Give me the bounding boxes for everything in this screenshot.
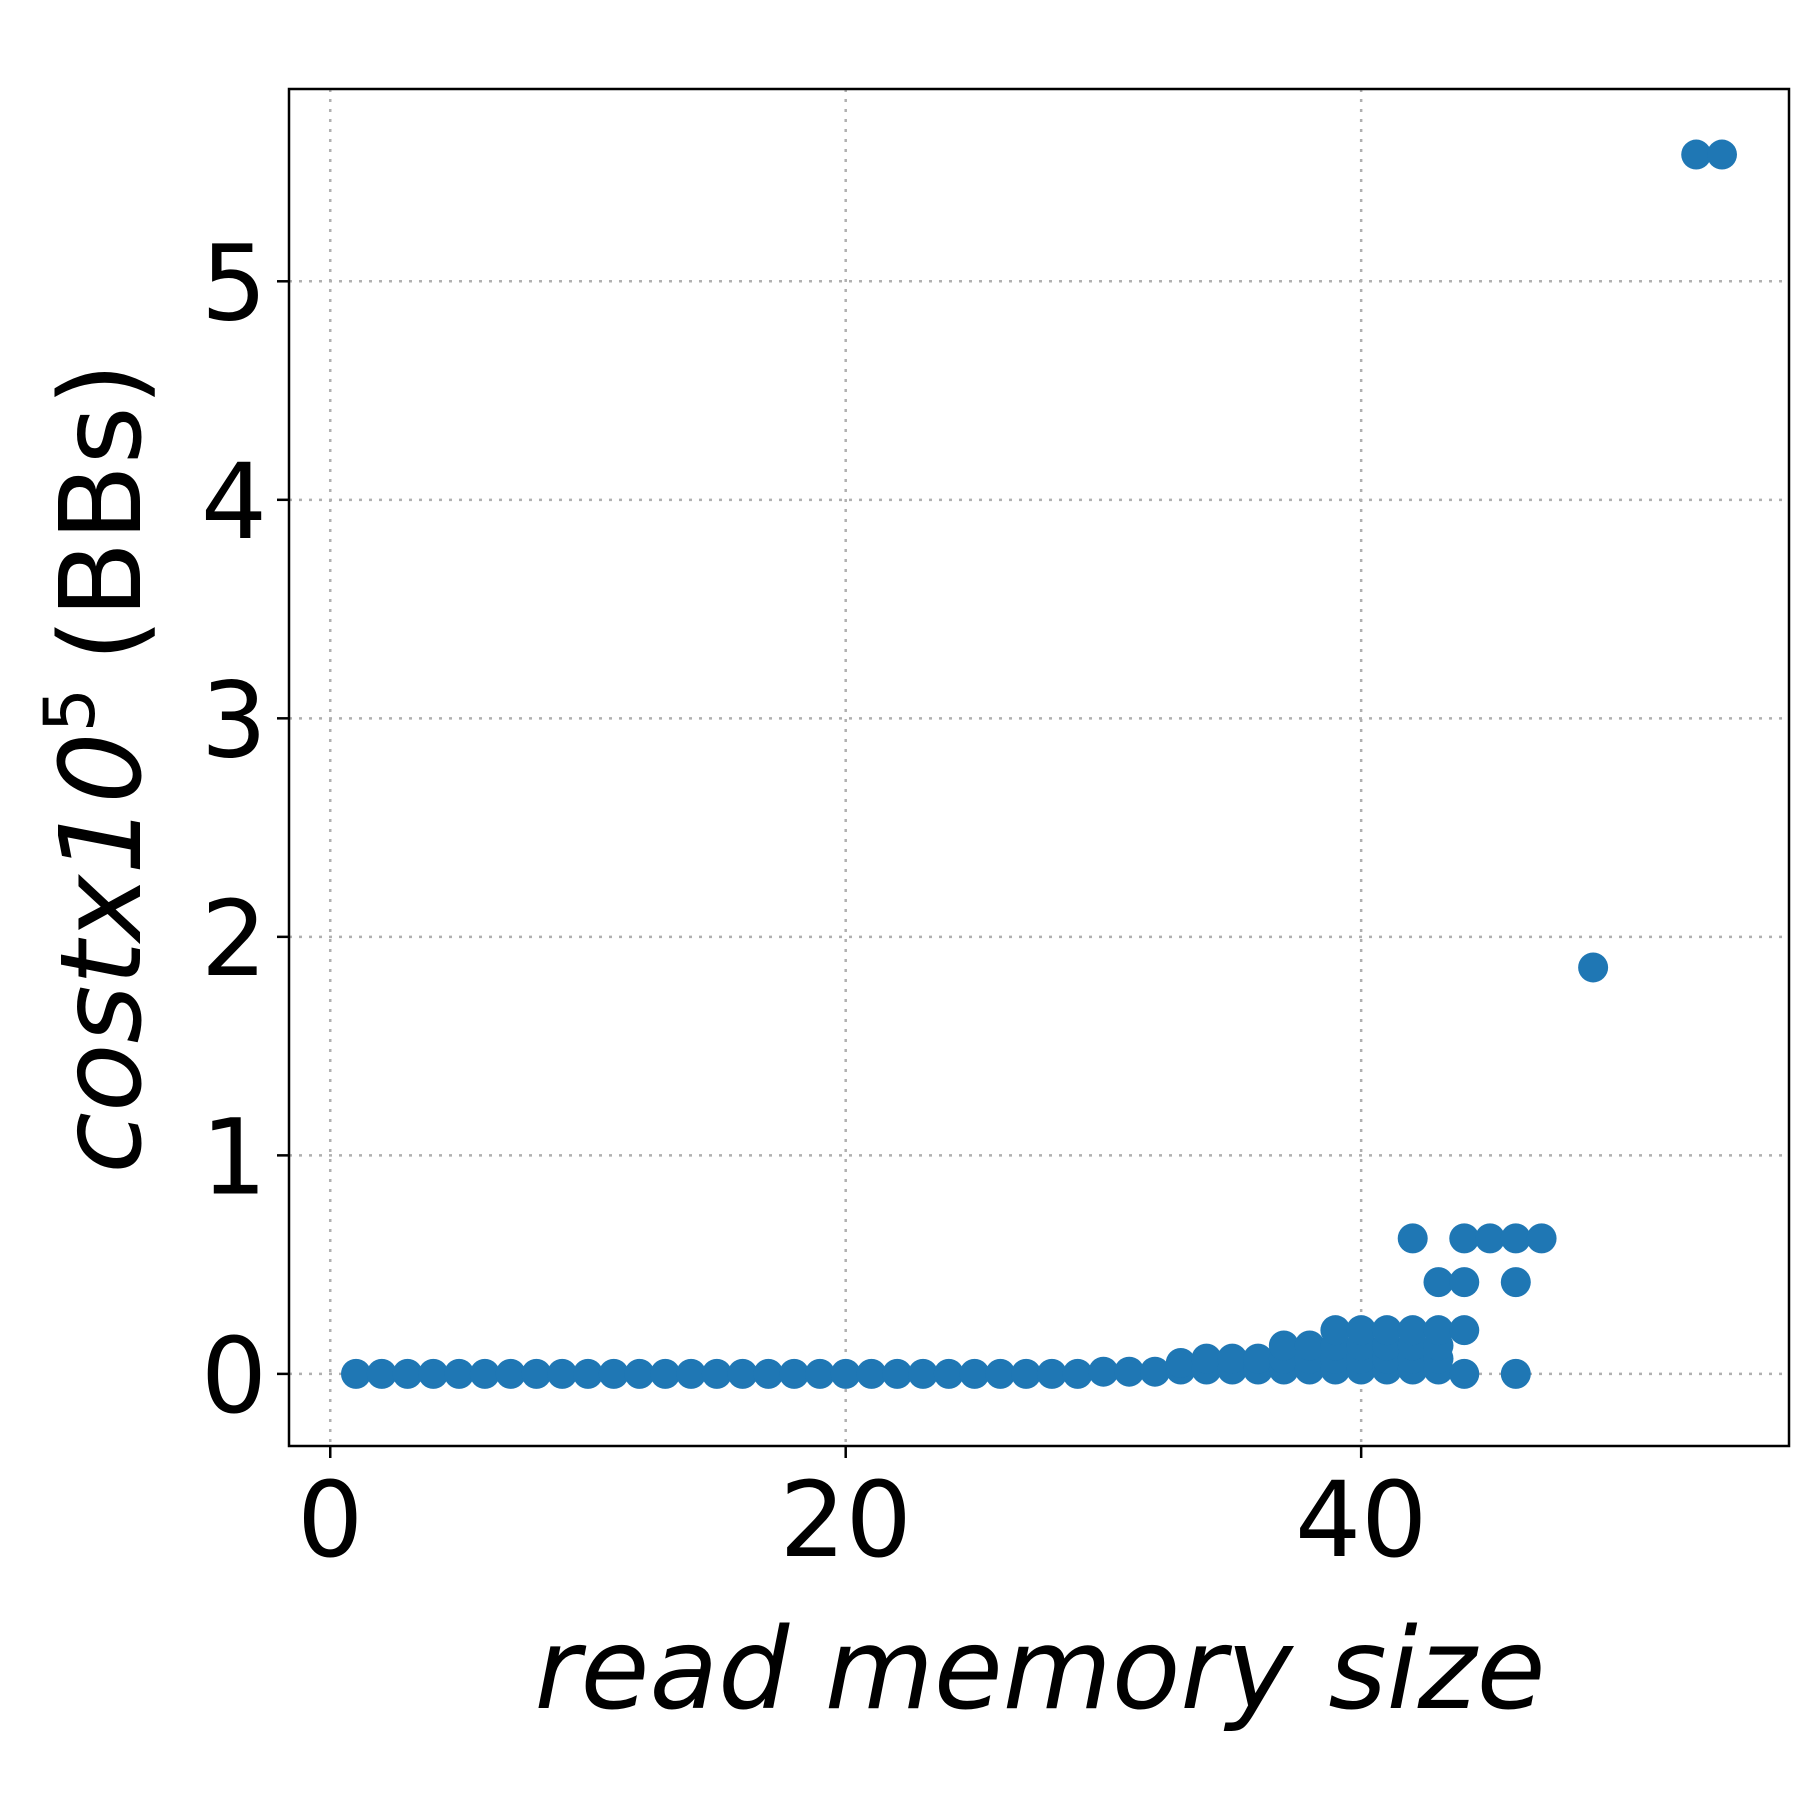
data-point xyxy=(985,1358,1016,1389)
data-point xyxy=(753,1358,784,1389)
data-point xyxy=(1036,1358,1067,1389)
y-axis-label-math: costx10 xyxy=(37,732,167,1173)
data-point xyxy=(1062,1358,1093,1389)
y-tick-label: 3 xyxy=(201,659,267,781)
data-point xyxy=(1500,1223,1531,1254)
data-point xyxy=(444,1358,475,1389)
data-point xyxy=(598,1358,629,1389)
data-point xyxy=(1526,1223,1557,1254)
data-point xyxy=(650,1358,681,1389)
data-point xyxy=(1423,1267,1454,1298)
data-point xyxy=(1449,1267,1480,1298)
data-point xyxy=(676,1358,707,1389)
data-point xyxy=(1706,139,1737,170)
data-point xyxy=(1397,1223,1428,1254)
data-point xyxy=(1320,1315,1351,1346)
y-axis-label: costx105 (BBs) xyxy=(29,362,167,1173)
data-point xyxy=(572,1358,603,1389)
y-axis-label-exponent: 5 xyxy=(29,688,111,733)
x-axis-ticks: 0 20 40 xyxy=(297,1446,1427,1581)
data-point xyxy=(1475,1223,1506,1254)
data-point xyxy=(933,1358,964,1389)
y-tick-label: 5 xyxy=(201,222,267,344)
data-point xyxy=(1346,1315,1377,1346)
data-point xyxy=(701,1358,732,1389)
data-point xyxy=(392,1358,423,1389)
x-tick-label: 40 xyxy=(1295,1459,1427,1581)
y-axis-ticks: 0 1 2 3 4 5 xyxy=(201,222,289,1437)
data-point xyxy=(495,1358,526,1389)
data-point xyxy=(1449,1358,1480,1389)
data-point xyxy=(1114,1356,1145,1387)
y-tick-label: 4 xyxy=(201,441,267,563)
data-point xyxy=(779,1358,810,1389)
data-point xyxy=(1165,1347,1196,1378)
data-point xyxy=(959,1358,990,1389)
data-point xyxy=(908,1358,939,1389)
data-point xyxy=(1268,1330,1299,1361)
data-point xyxy=(882,1358,913,1389)
y-tick-label: 1 xyxy=(201,1096,267,1218)
data-point xyxy=(727,1358,758,1389)
data-point xyxy=(1294,1330,1325,1361)
data-points xyxy=(341,139,1737,1389)
data-point xyxy=(1371,1315,1402,1346)
data-point xyxy=(341,1358,372,1389)
data-point xyxy=(366,1358,397,1389)
data-point xyxy=(1578,952,1609,983)
data-point xyxy=(547,1358,578,1389)
grid xyxy=(289,89,1789,1446)
data-point xyxy=(624,1358,655,1389)
data-point xyxy=(1011,1358,1042,1389)
data-point xyxy=(1217,1343,1248,1374)
y-tick-label: 0 xyxy=(201,1315,267,1437)
x-tick-label: 20 xyxy=(780,1459,912,1581)
x-axis-label: read memory size xyxy=(534,1605,1545,1735)
plot-frame xyxy=(287,87,1791,1448)
data-point xyxy=(469,1358,500,1389)
data-point xyxy=(1088,1356,1119,1387)
data-point xyxy=(1449,1315,1480,1346)
data-point xyxy=(1500,1358,1531,1389)
x-tick-label: 0 xyxy=(297,1459,363,1581)
data-point xyxy=(1191,1343,1222,1374)
data-point xyxy=(1681,139,1712,170)
data-point xyxy=(418,1358,449,1389)
y-tick-label: 2 xyxy=(201,878,267,1000)
data-point xyxy=(1397,1315,1428,1346)
data-point xyxy=(1243,1343,1274,1374)
y-axis-label-unit: (BBs) xyxy=(37,362,167,661)
data-point xyxy=(804,1358,835,1389)
data-point xyxy=(856,1358,887,1389)
data-point xyxy=(1449,1223,1480,1254)
data-point xyxy=(521,1358,552,1389)
data-point xyxy=(1500,1267,1531,1298)
data-point xyxy=(1139,1356,1170,1387)
data-point xyxy=(1423,1315,1454,1346)
data-point xyxy=(830,1358,861,1389)
